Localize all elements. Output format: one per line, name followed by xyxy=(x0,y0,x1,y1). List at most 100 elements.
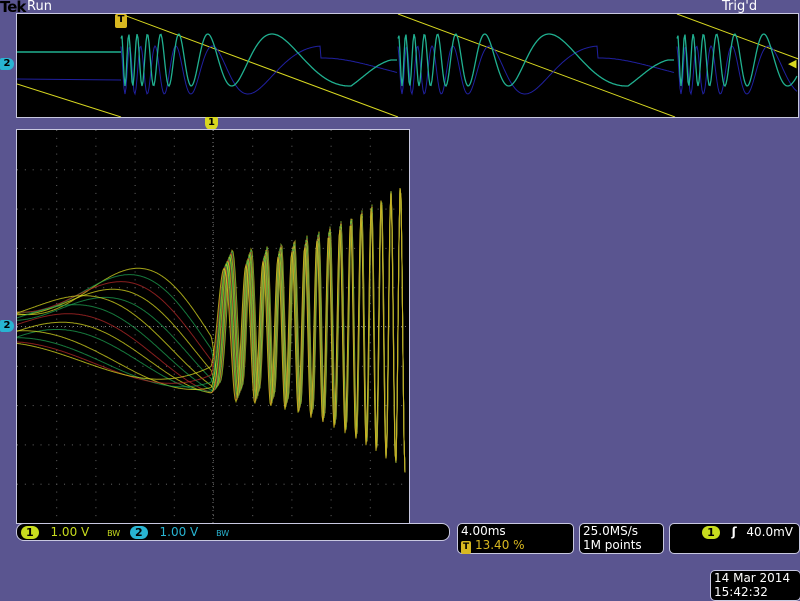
grid-dot xyxy=(134,318,136,320)
grid-dot xyxy=(173,326,175,328)
grid-dot xyxy=(150,326,152,328)
grid-dot xyxy=(283,483,285,485)
grid-dot xyxy=(361,169,363,171)
grid-dot xyxy=(213,177,214,179)
grid-dot xyxy=(369,483,371,485)
grid-dot xyxy=(24,444,26,446)
grid-dot xyxy=(244,169,246,171)
grid-dot xyxy=(71,326,73,328)
grid-dot xyxy=(213,475,214,477)
grid-dot xyxy=(385,247,387,249)
grid-dot xyxy=(369,200,371,202)
grid-dot xyxy=(95,240,97,242)
grid-dot xyxy=(173,507,175,509)
grid-dot xyxy=(181,169,183,171)
grid-dot xyxy=(197,287,199,289)
grid-dot xyxy=(330,145,332,147)
trigger-position-marker[interactable]: T xyxy=(115,14,127,28)
grid-dot xyxy=(314,483,316,485)
grid-dot xyxy=(369,491,371,493)
grid-dot xyxy=(87,247,89,249)
grid-dot xyxy=(267,483,269,485)
grid-dot xyxy=(56,185,58,187)
grid-dot xyxy=(252,216,254,218)
grid-dot xyxy=(252,200,254,202)
grid-dot xyxy=(95,350,97,352)
ch1-x-marker[interactable]: 1 xyxy=(205,117,218,130)
grid-dot xyxy=(24,169,26,171)
grid-dot xyxy=(40,247,42,249)
grid-dot xyxy=(252,130,254,131)
xy-trace xyxy=(16,187,406,473)
grid-dot xyxy=(103,405,105,407)
trigger-level-arrow-icon: ◀ xyxy=(788,57,797,70)
grid-dot xyxy=(291,515,293,517)
grid-dot xyxy=(134,436,136,438)
grid-dot xyxy=(32,405,34,407)
grid-dot xyxy=(95,452,97,454)
grid-dot xyxy=(134,153,136,155)
grid-dot xyxy=(213,491,214,493)
grid-dot xyxy=(291,499,293,501)
grid-dot xyxy=(252,483,254,485)
grid-dot xyxy=(354,208,356,210)
grid-dot xyxy=(213,420,214,422)
ch2-y-marker[interactable]: 2 xyxy=(0,320,14,332)
grid-dot xyxy=(118,444,120,446)
grid-dot xyxy=(299,326,301,328)
grid-dot xyxy=(134,192,136,194)
grid-dot xyxy=(64,326,66,328)
grid-dot xyxy=(56,428,58,430)
grid-dot xyxy=(369,515,371,517)
grid-dot xyxy=(291,216,293,218)
grid-dot xyxy=(118,287,120,289)
grid-dot xyxy=(361,326,363,328)
timebase-readout[interactable]: 4.00ms T 13.40 % xyxy=(457,523,574,554)
ch1-badge[interactable]: 1 xyxy=(21,526,39,539)
ch2-badge[interactable]: 2 xyxy=(130,526,148,539)
grid-dot xyxy=(283,169,285,171)
grid-dot xyxy=(189,483,191,485)
grid-dot xyxy=(95,507,97,509)
grid-dot xyxy=(32,287,34,289)
xy-display[interactable] xyxy=(16,129,410,524)
grid-dot xyxy=(291,507,293,509)
acquisition-readout[interactable]: 25.0MS/s 1M points xyxy=(579,523,664,554)
grid-dot xyxy=(252,137,254,139)
grid-dot xyxy=(291,153,293,155)
grid-dot xyxy=(252,420,254,422)
sample-rate: 25.0MS/s xyxy=(583,524,638,538)
grid-dot xyxy=(338,483,340,485)
grid-dot xyxy=(118,169,120,171)
ch-blue-trace xyxy=(676,45,798,96)
grid-dot xyxy=(330,460,332,462)
grid-dot xyxy=(252,145,254,147)
grid-dot xyxy=(79,405,81,407)
grid-dot xyxy=(79,326,81,328)
grid-dot xyxy=(95,397,97,399)
grid-dot xyxy=(134,137,136,139)
grid-dot xyxy=(95,263,97,265)
grid-dot xyxy=(252,444,254,446)
grid-dot xyxy=(95,420,97,422)
overview-waveform[interactable] xyxy=(16,13,800,118)
grid-dot xyxy=(142,365,144,367)
grid-dot xyxy=(260,208,262,210)
grid-dot xyxy=(291,389,293,391)
grid-dot xyxy=(291,224,293,226)
grid-dot xyxy=(361,208,363,210)
channel-readout-bar[interactable]: 1 1.00 V BW 2 1.00 V BW xyxy=(16,523,450,541)
grid-dot xyxy=(95,460,97,462)
datetime-readout: 14 Mar 2014 15:42:32 xyxy=(710,570,800,601)
ch2-overview-marker[interactable]: 2 xyxy=(0,58,14,70)
grid-dot xyxy=(213,452,214,454)
grid-dot xyxy=(56,365,58,367)
trigger-readout[interactable]: 1 ʃ 40.0mV xyxy=(669,523,800,554)
grid-dot xyxy=(56,326,58,328)
grid-dot xyxy=(236,247,238,249)
grid-dot xyxy=(213,224,214,226)
grid-dot xyxy=(95,342,97,344)
grid-dot xyxy=(291,208,293,210)
grid-dot xyxy=(260,483,262,485)
grid-dot xyxy=(252,436,254,438)
